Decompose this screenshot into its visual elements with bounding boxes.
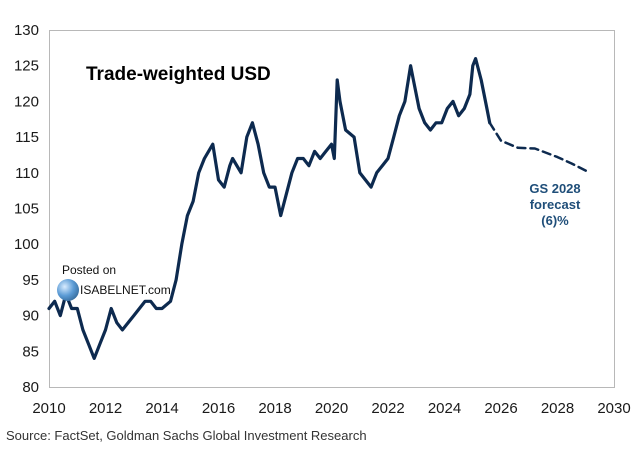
forecast-annotation-line: GS 2028 (529, 181, 580, 196)
x-tick-label: 2030 (597, 400, 630, 417)
globe-icon (57, 279, 79, 301)
x-tick-label: 2016 (202, 400, 235, 417)
series-layer (47, 56, 588, 360)
y-tick-label: 80 (22, 379, 39, 396)
x-tick-label: 2022 (371, 400, 404, 417)
forecast-annotation-line: (6)% (541, 213, 569, 228)
plot-frame (49, 30, 615, 388)
x-tick-label: 2020 (315, 400, 348, 417)
x-tick-label: 2018 (258, 400, 291, 417)
y-tick-label: 105 (14, 201, 39, 218)
watermark-line2: ISABELNET.com (80, 283, 171, 297)
x-tick-label: 2014 (145, 400, 178, 417)
x-tick-label: 2010 (32, 400, 65, 417)
x-tick-label: 2024 (428, 400, 461, 417)
y-axis: 80 85 90 95 100 105 110 115 120 125 130 (14, 22, 39, 396)
watermark-line1: Posted on (62, 263, 117, 277)
y-tick-label: 85 (22, 343, 39, 360)
y-tick-label: 120 (14, 93, 39, 110)
x-axis: 2010 2012 2014 2016 2018 2020 2022 2024 2026 2028… (32, 400, 630, 417)
x-tick-label: 2028 (541, 400, 574, 417)
x-tick-label: 2012 (89, 400, 122, 417)
y-tick-label: 95 (22, 272, 39, 289)
x-tick-label: 2026 (484, 400, 517, 417)
source-note: Source: FactSet, Goldman Sachs Global In… (6, 428, 367, 443)
y-tick-label: 110 (15, 165, 39, 182)
forecast-line (488, 121, 588, 172)
y-tick-label: 115 (15, 129, 39, 146)
usd-index-line (47, 56, 492, 360)
y-tick-label: 125 (14, 58, 39, 75)
y-tick-label: 100 (14, 236, 39, 253)
forecast-annotation-line: forecast (530, 197, 581, 212)
y-tick-label: 130 (14, 22, 39, 39)
y-tick-label: 90 (22, 308, 39, 325)
chart-title: Trade-weighted USD (86, 64, 271, 85)
